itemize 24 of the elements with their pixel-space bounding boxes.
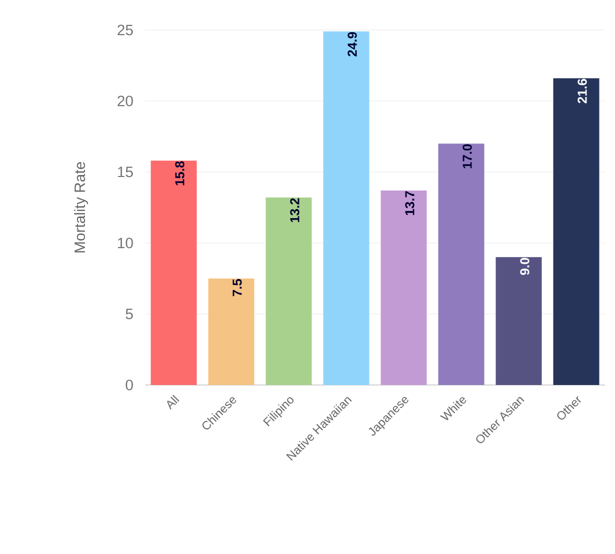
data-label: 21.6 — [578, 78, 587, 104]
bar — [266, 198, 312, 385]
bar — [380, 190, 427, 385]
bar — [438, 144, 484, 385]
bar — [323, 31, 370, 385]
y-tick-label: 10 — [118, 238, 133, 248]
data-label: 7.5 — [232, 279, 242, 296]
data-label: 15.8 — [175, 161, 184, 186]
x-tick-label: All — [167, 394, 180, 410]
data-label: 13.7 — [405, 191, 414, 216]
data-label: 24.9 — [348, 32, 357, 56]
y-tick-label: 0 — [126, 380, 133, 390]
data-label: 13.2 — [290, 198, 300, 222]
bar — [150, 160, 197, 385]
y-axis-title: Mortality Rate — [74, 162, 88, 252]
y-tick-label: 5 — [126, 308, 133, 320]
y-tick-label: 25 — [118, 24, 133, 36]
bar — [496, 257, 542, 385]
data-label: 17.0 — [462, 144, 472, 168]
y-tick-label: 15 — [118, 166, 133, 178]
bar — [553, 78, 600, 385]
y-tick-label: 20 — [118, 96, 133, 106]
data-label: 9.0 — [520, 258, 530, 275]
bar — [208, 278, 254, 385]
